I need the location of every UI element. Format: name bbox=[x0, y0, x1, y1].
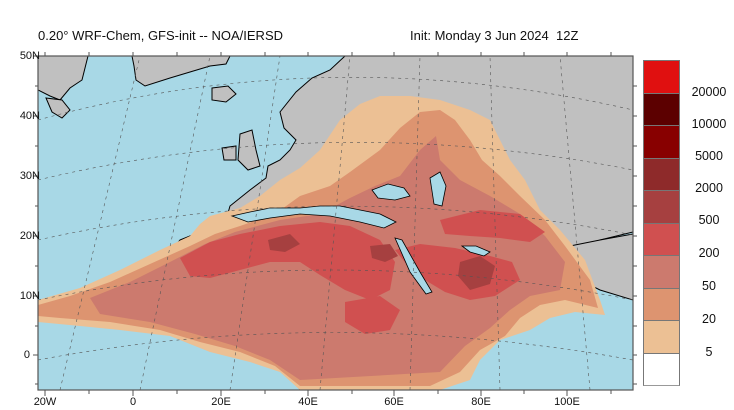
colorbar-swatch-below5 bbox=[643, 352, 680, 386]
y-label-10n: 10N bbox=[19, 290, 40, 302]
colorbar-swatch-10000 bbox=[643, 92, 680, 125]
colorbar-swatch-200 bbox=[643, 222, 680, 255]
colorbar-swatch-2000 bbox=[643, 157, 680, 190]
colorbar-label-20: 20 bbox=[702, 312, 716, 326]
colorbar-label-500: 500 bbox=[698, 213, 720, 227]
colorbar-swatch-5000 bbox=[643, 125, 680, 158]
x-label-80e: 80E bbox=[471, 396, 491, 408]
y-label-50n: 50N bbox=[19, 50, 40, 62]
colorbar-swatch-5 bbox=[643, 320, 680, 353]
colorbar-label-10000: 10000 bbox=[691, 117, 727, 131]
x-label-40e: 40E bbox=[298, 396, 318, 408]
colorbar-swatch-50 bbox=[643, 255, 680, 288]
map-frame bbox=[37, 55, 634, 391]
y-label-20n: 20N bbox=[19, 230, 40, 242]
x-label-20w: 20W bbox=[33, 396, 57, 408]
init-time: Init: Monday 3 Jun 2024 12Z bbox=[410, 28, 579, 43]
x-label-20e: 20E bbox=[211, 396, 231, 408]
y-label-30n: 30N bbox=[19, 170, 40, 182]
colorbar-label-50: 50 bbox=[702, 279, 716, 293]
colorbar-label-200: 200 bbox=[698, 246, 720, 260]
y-label-0: 0 bbox=[23, 349, 30, 361]
colorbar-label-5000: 5000 bbox=[695, 149, 723, 163]
model-title: 0.20° WRF-Chem, GFS-init -- NOA/IERSD bbox=[38, 28, 284, 43]
colorbar-label-5: 5 bbox=[705, 345, 713, 359]
colorbar-swatch-20000plus bbox=[643, 60, 680, 93]
colorbar-swatch-20 bbox=[643, 287, 680, 320]
x-label-60e: 60E bbox=[384, 396, 404, 408]
colorbar bbox=[643, 60, 680, 386]
y-label-40n: 40N bbox=[19, 110, 40, 122]
colorbar-swatch-500 bbox=[643, 190, 680, 223]
x-label-100e: 100E bbox=[554, 396, 580, 408]
colorbar-label-20000: 20000 bbox=[691, 85, 727, 99]
colorbar-label-2000: 2000 bbox=[695, 181, 723, 195]
x-label-0: 0 bbox=[129, 396, 137, 408]
